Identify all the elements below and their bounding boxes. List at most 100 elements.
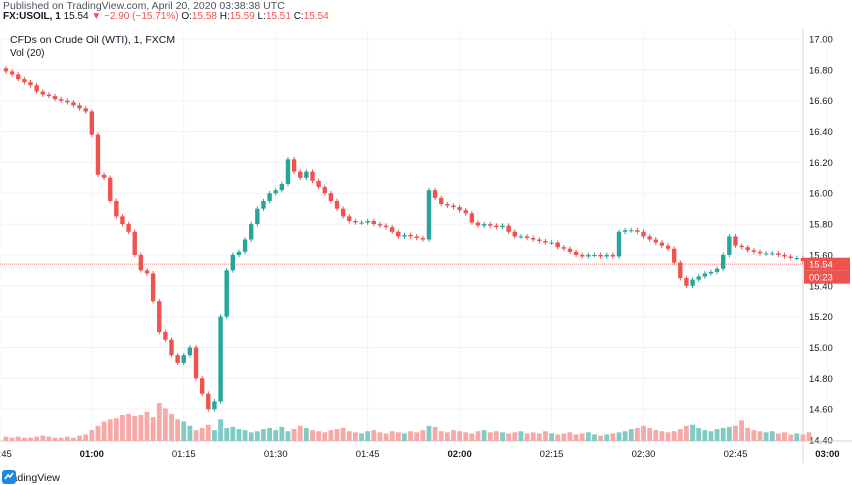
volume-bar bbox=[402, 433, 407, 441]
candle-body bbox=[365, 220, 370, 223]
candle-body bbox=[322, 187, 327, 194]
candle-body bbox=[647, 236, 652, 240]
candle-body bbox=[800, 258, 806, 262]
volume-bar bbox=[500, 432, 505, 441]
volume-bar bbox=[95, 425, 101, 441]
volume-bar bbox=[322, 432, 328, 441]
legend-title[interactable]: CFDs on Crude Oil (WTI), 1, FXCM bbox=[10, 34, 176, 46]
volume-bar bbox=[665, 432, 671, 441]
volume-bar bbox=[359, 433, 364, 441]
volume-bar bbox=[585, 432, 591, 441]
candle-body bbox=[512, 231, 517, 237]
legend-volume[interactable]: Vol (20) bbox=[10, 48, 45, 59]
volume-bar bbox=[21, 437, 27, 441]
volume-bar bbox=[107, 419, 113, 441]
volume-bar bbox=[714, 429, 720, 441]
volume-bar bbox=[408, 431, 413, 441]
candle-body bbox=[432, 190, 438, 198]
candle-body bbox=[193, 347, 199, 379]
candle-body bbox=[659, 242, 665, 246]
candle-body bbox=[439, 197, 444, 205]
candle-body bbox=[255, 208, 260, 225]
chart-frame[interactable]: 17.00 16.80 16.60 16.40 16.20 16.00 15.80 15.60… bbox=[0, 29, 852, 465]
candle-body bbox=[561, 247, 567, 249]
footer-brand[interactable]: TradingView bbox=[2, 470, 60, 485]
volume-bar bbox=[475, 431, 481, 441]
volume-bar bbox=[3, 436, 9, 441]
volume-bar bbox=[254, 431, 260, 441]
volume-bar bbox=[291, 429, 297, 441]
candle-body bbox=[671, 248, 677, 263]
volume-bar bbox=[83, 434, 89, 441]
y-tick-label: 15.40 bbox=[809, 281, 833, 292]
candle-body bbox=[101, 174, 107, 178]
candle-body bbox=[249, 224, 254, 240]
candle-body bbox=[3, 68, 9, 72]
published-line: Published on TradingView.com, April 20, … bbox=[3, 0, 285, 12]
last-price-tag bbox=[804, 257, 850, 271]
candle-body bbox=[175, 355, 180, 363]
candle-body bbox=[157, 301, 162, 333]
volume-bar bbox=[162, 408, 168, 441]
volume-bar bbox=[28, 437, 33, 441]
candle-body bbox=[739, 245, 744, 248]
volume-bar bbox=[40, 435, 46, 441]
candle-body bbox=[402, 234, 407, 237]
candle-body bbox=[629, 230, 634, 232]
candle-body bbox=[126, 224, 131, 232]
candle-body bbox=[714, 268, 720, 272]
candle-body bbox=[567, 248, 573, 252]
volume-bar bbox=[193, 430, 199, 441]
candle-body bbox=[273, 190, 278, 194]
price-chart[interactable]: 17.00 16.80 16.60 16.40 16.20 16.00 15.80 15.60… bbox=[0, 29, 852, 465]
candle-body bbox=[52, 96, 58, 100]
volume-bar bbox=[555, 434, 561, 441]
candle-body bbox=[408, 234, 413, 237]
change-value: ▼ −2.90 (−15.71%) bbox=[91, 11, 179, 22]
volume-bar bbox=[745, 427, 751, 441]
candle-body bbox=[696, 276, 701, 280]
symbol-label[interactable]: FX:USOIL, 1 bbox=[3, 11, 61, 22]
candle-body bbox=[396, 231, 401, 237]
y-tick-label: 16.60 bbox=[809, 96, 833, 107]
volume-bar bbox=[101, 421, 107, 441]
candle-body bbox=[224, 270, 229, 317]
volume-bar bbox=[506, 433, 512, 441]
volume-bar bbox=[739, 420, 744, 441]
volume-bar bbox=[310, 430, 315, 441]
candle-body bbox=[794, 258, 799, 260]
x-tick-label: 01:15 bbox=[172, 449, 196, 460]
volume-bar bbox=[144, 411, 150, 441]
candle-body bbox=[334, 200, 340, 209]
candle-body bbox=[481, 224, 487, 226]
volume-bar bbox=[285, 431, 291, 441]
volume-bar bbox=[230, 426, 236, 441]
y-tick-label: 16.20 bbox=[809, 158, 833, 169]
volume-bar bbox=[205, 424, 211, 441]
candle-body bbox=[727, 236, 732, 255]
footer-brand-text: TradingView bbox=[2, 471, 60, 484]
x-tick-label: 02:30 bbox=[632, 449, 656, 460]
candle-body bbox=[359, 222, 364, 224]
candle-body bbox=[212, 401, 217, 410]
x-tick-label: 02:15 bbox=[540, 449, 564, 460]
last-price-tag-label: 15.54 bbox=[809, 260, 833, 271]
volume-bar bbox=[616, 432, 622, 441]
candle-body bbox=[144, 270, 150, 274]
candle-body bbox=[653, 239, 658, 243]
candle-body bbox=[46, 94, 52, 97]
volume-bar bbox=[708, 431, 714, 441]
candle-body bbox=[776, 253, 781, 255]
volume-bar bbox=[365, 431, 371, 441]
volume-bar bbox=[261, 429, 266, 441]
candle-body bbox=[16, 74, 21, 80]
volume-bar bbox=[46, 436, 52, 441]
x-tick-label: 00:45 bbox=[0, 449, 12, 460]
volume-bar bbox=[236, 429, 242, 441]
volume-bar bbox=[690, 424, 695, 441]
candle-body bbox=[451, 205, 456, 208]
volume-bar bbox=[677, 429, 683, 441]
volume-bar bbox=[684, 425, 689, 441]
volume-bar bbox=[420, 430, 426, 441]
quote-line: FX:USOIL, 1 15.54 ▼ −2.90 (−15.71%) O:15… bbox=[3, 11, 329, 22]
